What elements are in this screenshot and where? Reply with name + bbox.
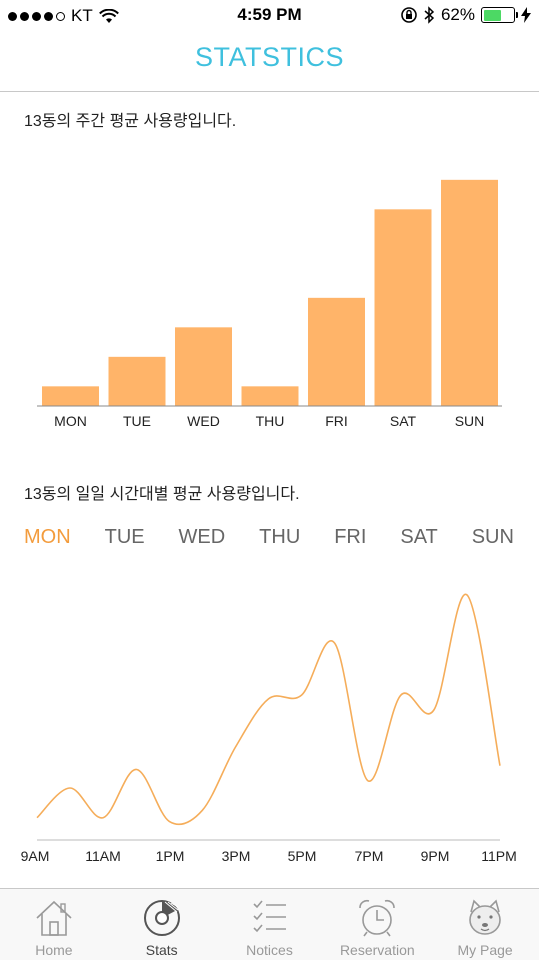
battery-percent: 62%	[440, 5, 475, 24]
time-tick-label: 9PM	[421, 848, 450, 864]
tab-my-page[interactable]: My Page	[431, 889, 539, 960]
bar-sat	[374, 209, 432, 406]
alarm-clock-icon	[359, 899, 396, 937]
status-bar: KT 4:59 PM 62%	[0, 0, 539, 32]
time-tick-label: 5PM	[288, 848, 317, 864]
bar-tue	[108, 356, 166, 406]
day-tab-sun[interactable]: SUN	[471, 526, 514, 548]
usage-line	[36, 594, 501, 826]
weekly-section-title: 13동의 주간 평균 사용량입니다.	[24, 113, 237, 130]
bar-mon	[42, 386, 99, 406]
time-tick-label: 3PM	[222, 848, 251, 864]
page-title: STATSTICS	[194, 42, 344, 72]
charging-bolt-icon	[521, 7, 531, 23]
day-tab-thu[interactable]: THU	[259, 526, 301, 548]
tab-stats[interactable]: Stats	[108, 889, 216, 960]
day-tab-mon[interactable]: MON	[24, 526, 71, 548]
bar-fri	[308, 297, 365, 406]
status-left: KT	[8, 6, 119, 26]
home-icon	[36, 900, 72, 936]
bar-tick-label: FRI	[325, 413, 348, 429]
bar-sun	[441, 179, 498, 406]
day-tab-tue[interactable]: TUE	[104, 526, 145, 548]
day-tab-sat[interactable]: SAT	[400, 526, 438, 548]
time-tick-label: 11AM	[85, 848, 121, 864]
wifi-icon	[98, 8, 119, 23]
status-right: 62%	[400, 5, 531, 25]
bar-tick-label: THU	[256, 413, 285, 429]
bluetooth-icon	[424, 6, 435, 24]
bar-wed	[175, 327, 232, 406]
daily-section-title: 13동의 일일 시간대별 평균 사용량입니다.	[24, 486, 300, 503]
tab-reservation[interactable]: Reservation	[323, 889, 431, 960]
tab-notices-label: Notices	[246, 942, 293, 958]
tab-bar: Home Stats Notices Reservation	[0, 888, 539, 960]
daily-line-chart: 9AM 11AM 1PM 3PM 5PM 7PM 9PM 11PM	[21, 594, 517, 864]
rotation-lock-icon	[401, 7, 417, 23]
bar-tick-label: SUN	[455, 413, 485, 429]
battery-icon	[481, 7, 518, 23]
stats-disc-icon	[143, 900, 180, 936]
day-tab-wed[interactable]: WED	[178, 526, 226, 548]
tab-stats-label: Stats	[145, 942, 178, 958]
time-tick-label: 11PM	[481, 848, 517, 864]
checklist-icon	[253, 900, 287, 933]
dog-face-icon	[469, 899, 501, 935]
tab-notices[interactable]: Notices	[216, 889, 324, 960]
tab-home[interactable]: Home	[0, 889, 108, 960]
bar-tick-label: SAT	[390, 413, 417, 429]
nav-divider	[0, 91, 539, 92]
tab-my-page-label: My Page	[457, 942, 513, 958]
bar-tick-label: TUE	[123, 413, 151, 429]
bar-tick-label: MON	[54, 413, 87, 429]
time-tick-label: 7PM	[355, 848, 384, 864]
status-time: 4:59 PM	[237, 5, 302, 24]
time-tick-label: 1PM	[156, 848, 185, 864]
tab-home-label: Home	[35, 942, 73, 958]
carrier-label: KT	[71, 6, 93, 25]
weekly-bar-chart: MON TUE WED THU FRI SAT SUN	[37, 179, 502, 429]
tab-reservation-label: Reservation	[339, 942, 415, 958]
signal-strength-icon	[8, 11, 65, 21]
day-tabs: MON TUE WED THU FRI SAT SUN	[24, 526, 514, 549]
bar-thu	[241, 386, 299, 406]
day-tab-fri[interactable]: FRI	[334, 526, 367, 548]
bar-tick-label: WED	[187, 413, 220, 429]
time-tick-label: 9AM	[21, 848, 50, 864]
